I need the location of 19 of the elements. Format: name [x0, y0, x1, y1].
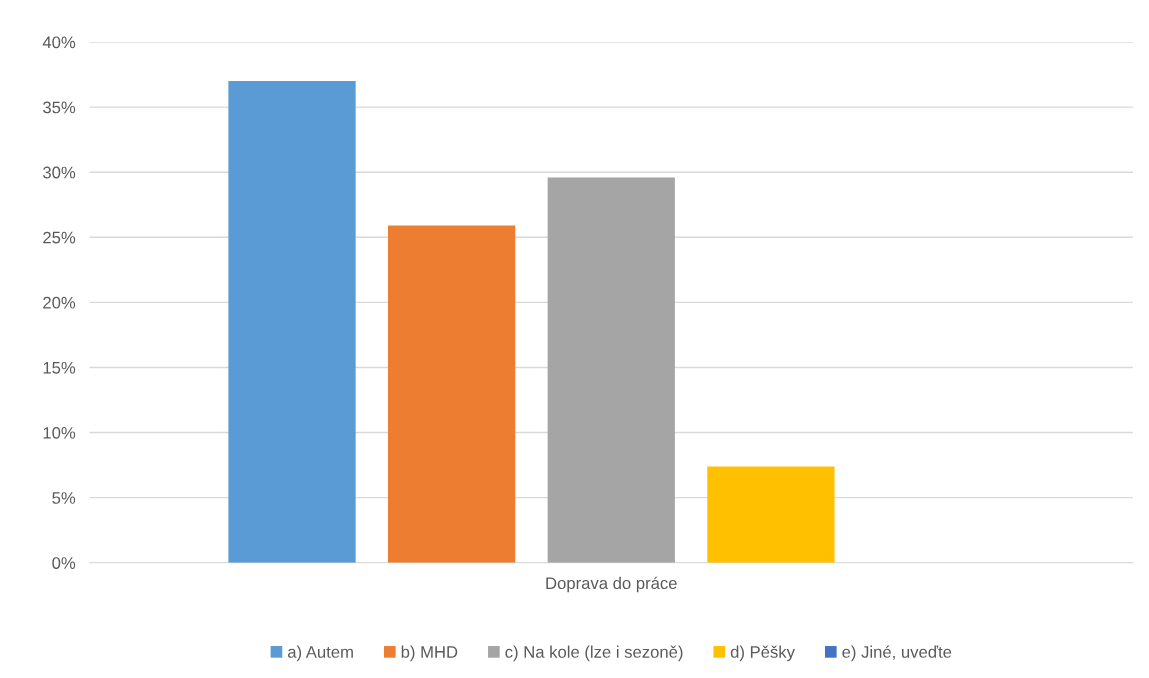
- y-tick-label: 40%: [42, 36, 76, 49]
- bar: [228, 81, 356, 563]
- y-tick-label: 20%: [43, 296, 76, 309]
- bar: [388, 225, 516, 563]
- y-tick-label: 35%: [43, 101, 76, 114]
- y-tick-label: 5%: [52, 492, 76, 504]
- y-tick-label: 25%: [43, 231, 76, 244]
- x-tick-label: Doprava do práce: [546, 576, 677, 593]
- y-tick-label: 10%: [43, 426, 76, 439]
- bar: [707, 466, 835, 563]
- legend-label: b) MHD: [401, 645, 458, 662]
- y-tick-label: 30%: [43, 166, 76, 179]
- bar: [547, 177, 675, 563]
- legend-label: d) Pěšky: [730, 645, 795, 662]
- y-tick-label: 0%: [52, 557, 76, 569]
- legend-label: e) Jiné, uveďte: [842, 645, 952, 662]
- y-tick-label: 15%: [43, 361, 76, 374]
- legend-label: c) Na kole (lze i sezoně): [505, 645, 683, 662]
- legend-label: a) Autem: [287, 645, 353, 662]
